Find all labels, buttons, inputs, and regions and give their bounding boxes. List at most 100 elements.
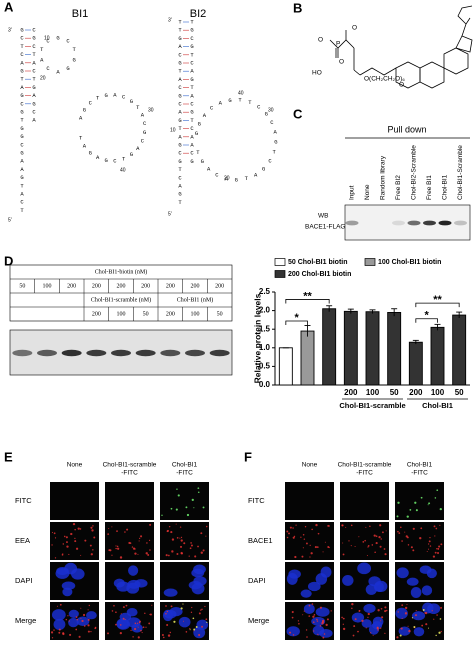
signal-dot xyxy=(179,526,182,528)
nucleotide: C xyxy=(210,105,214,112)
lane-label: Chol-BI1-Scramble xyxy=(457,145,464,200)
signal-dot xyxy=(180,539,183,542)
signal-dot xyxy=(137,626,139,628)
nucleus xyxy=(406,577,419,586)
signal-dot xyxy=(169,631,172,634)
signal-dot xyxy=(434,551,437,554)
signal-dot xyxy=(134,552,137,555)
nucleus xyxy=(413,627,425,637)
nucleotide: C xyxy=(20,100,24,107)
signal-dot xyxy=(191,606,193,609)
signal-dot xyxy=(367,616,369,619)
signal-dot xyxy=(439,507,442,511)
signal-dot xyxy=(133,627,137,631)
signal-dot xyxy=(145,626,147,628)
atom-label: HO xyxy=(312,70,322,77)
nucleotide: C xyxy=(268,157,272,164)
signal-dot xyxy=(409,508,412,511)
row-label: BACE1 xyxy=(248,536,273,545)
signal-dot xyxy=(311,528,313,531)
table-cell: 50 xyxy=(143,311,149,317)
signal-dot xyxy=(365,526,367,528)
significance-bracket xyxy=(285,299,330,304)
signal-dot xyxy=(89,544,92,547)
signal-dot xyxy=(161,634,164,637)
signal-dot xyxy=(380,620,382,622)
nucleotide: A xyxy=(178,182,182,189)
signal-dot xyxy=(323,633,326,635)
blot-band xyxy=(37,349,57,357)
signal-dot xyxy=(405,535,408,538)
nucleotide: C xyxy=(32,67,36,74)
nucleotide: T xyxy=(32,51,36,58)
signal-dot xyxy=(414,501,417,504)
signal-dot xyxy=(354,545,356,548)
nucleotide: T xyxy=(40,46,44,53)
signal-dot xyxy=(75,616,78,619)
signal-dot xyxy=(63,535,66,538)
signal-dot xyxy=(74,528,76,531)
column-header: -FITC xyxy=(176,470,193,477)
nucleus xyxy=(307,581,321,592)
signal-dot xyxy=(432,555,436,558)
signal-dot xyxy=(80,618,82,620)
signal-dot xyxy=(179,537,181,539)
signal-dot xyxy=(330,610,332,612)
signal-dot xyxy=(115,545,117,547)
nucleotide: T xyxy=(178,199,182,206)
panel-label: E xyxy=(4,449,13,464)
signal-dot xyxy=(115,611,117,614)
nucleotide: A xyxy=(20,166,24,173)
nucleotide: T xyxy=(20,117,24,124)
signal-dot xyxy=(436,614,438,616)
nucleus xyxy=(53,618,66,630)
nucleotide: C xyxy=(20,141,24,148)
signal-dot xyxy=(205,525,208,528)
nucleotide: G xyxy=(178,35,181,42)
position-number: 3' xyxy=(168,17,172,23)
nucleotide: G xyxy=(20,67,23,74)
signal-dot xyxy=(427,627,430,629)
signal-dot xyxy=(51,637,54,639)
position-number: 10 xyxy=(170,127,176,133)
signal-dot xyxy=(377,609,380,612)
bar xyxy=(343,310,358,386)
column-header: None xyxy=(67,462,83,469)
signal-dot xyxy=(90,631,92,633)
signal-dot xyxy=(92,525,94,527)
nucleotide: C xyxy=(178,100,182,107)
nucleotide: G xyxy=(83,106,86,113)
nucleotide: C xyxy=(46,38,50,45)
chemical-structure xyxy=(329,5,473,89)
nucleus xyxy=(312,625,325,636)
signal-dot xyxy=(108,528,110,530)
signal-dot xyxy=(308,615,311,617)
panel-label: C xyxy=(293,106,303,121)
table-cell: 100 xyxy=(117,311,126,317)
signal-dot xyxy=(124,531,126,533)
signal-dot xyxy=(170,531,173,534)
signal-dot xyxy=(298,623,300,625)
nucleotide: G xyxy=(20,133,23,140)
nucleotide: C xyxy=(20,35,24,42)
nucleotide: T xyxy=(20,207,24,214)
signal-dot xyxy=(126,528,129,531)
significance-bracket xyxy=(415,318,438,323)
nucleus xyxy=(374,580,388,593)
nucleus xyxy=(85,611,97,620)
signal-dot xyxy=(440,630,442,633)
nucleotide: C xyxy=(66,38,70,45)
nucleus xyxy=(62,587,73,597)
significance-bracket xyxy=(285,320,308,326)
signal-dot xyxy=(404,606,408,610)
signal-dot xyxy=(116,545,119,548)
nucleotide: C xyxy=(113,157,117,164)
nucleotide: C xyxy=(32,43,36,50)
signal-dot xyxy=(140,629,142,632)
table-cell: 200 xyxy=(166,283,175,289)
micrograph xyxy=(340,482,389,520)
significance-mark: ** xyxy=(433,294,442,306)
signal-dot xyxy=(319,606,323,609)
legend-swatch xyxy=(274,258,286,266)
signal-dot xyxy=(312,621,315,624)
